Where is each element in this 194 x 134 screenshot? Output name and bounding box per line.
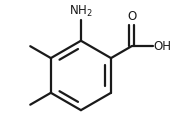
Text: O: O (127, 10, 136, 23)
Text: OH: OH (154, 40, 172, 53)
Text: NH$_2$: NH$_2$ (69, 3, 93, 18)
